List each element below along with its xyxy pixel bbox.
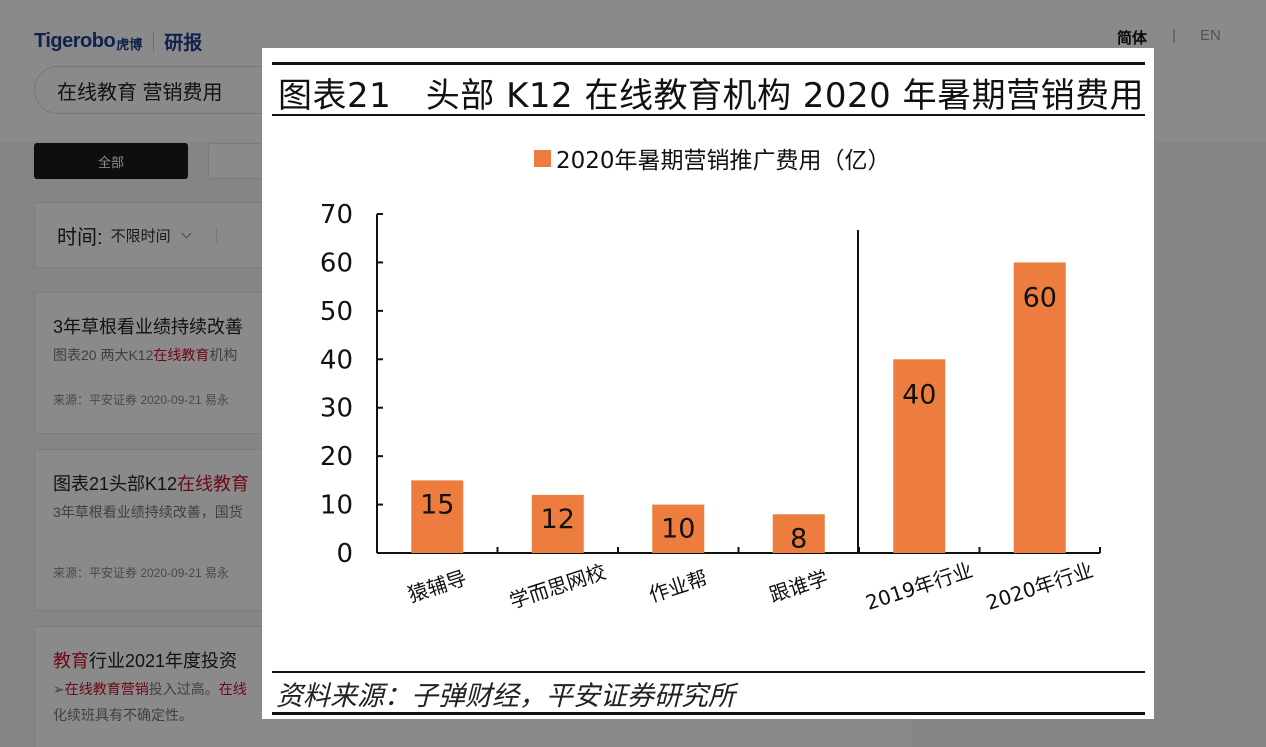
x-category-label: 跟谁学 <box>766 566 830 607</box>
y-tick-label: 40 <box>320 345 353 375</box>
figure-title-rule <box>272 114 1145 116</box>
result-title[interactable]: 3年草根看业绩持续改善 <box>53 317 244 337</box>
legend-label: 2020年暑期营销推广费用（亿） <box>556 148 891 174</box>
bullet-icon: ➢ <box>53 681 65 697</box>
lang-simplified-chinese[interactable]: 简体 <box>1117 30 1148 47</box>
x-category-label: 2020年行业 <box>983 558 1096 615</box>
data-label: 8 <box>790 523 807 554</box>
search-input[interactable] <box>57 78 311 102</box>
logo-text: Tigerobo <box>34 30 116 52</box>
lang-english[interactable]: EN <box>1200 27 1221 44</box>
figure-top-rule <box>272 62 1145 65</box>
data-label: 15 <box>420 489 454 520</box>
lang-divider: | <box>1172 27 1176 44</box>
bar <box>411 480 464 553</box>
bar <box>531 494 584 553</box>
filter-divider <box>215 227 217 243</box>
data-label: 60 <box>1023 282 1057 313</box>
snippet-highlight: 在线教育 <box>153 347 210 363</box>
y-tick-label: 30 <box>320 394 353 424</box>
result-snippet-line2: 化续班具有不确定性。 <box>53 707 193 723</box>
y-tick-label: 0 <box>336 539 353 569</box>
y-tick-label: 10 <box>320 491 353 521</box>
bar-chart: 2020年暑期营销推广费用（亿） 0 10 20 30 40 50 60 70 15 猿辅导 12 学而… <box>320 148 1101 615</box>
result-snippet: 3年草根看业绩持续改善，国货 <box>53 504 243 520</box>
snippet-text: 图表20 两大K12 <box>53 347 154 363</box>
logo-cn: 虎博 <box>116 36 143 52</box>
figure-source-rule <box>272 671 1145 673</box>
time-filter-label: 时间: <box>57 226 103 249</box>
x-category-label: 学而思网校 <box>506 559 609 613</box>
tab-all[interactable]: 全部 <box>34 143 188 179</box>
title-text: 图表21头部K12 <box>53 474 178 494</box>
y-tick-label: 70 <box>320 200 353 230</box>
section-title: 研报 <box>164 33 203 54</box>
result-title[interactable]: 图表21头部K12在线教育 <box>53 470 895 496</box>
bar <box>893 359 946 553</box>
data-label: 40 <box>902 379 936 410</box>
result-snippet: ➢在线教育营销投入过高。在线 <box>53 679 895 699</box>
snippet-text: 投入过高。 <box>148 681 219 697</box>
result-meta: 来源：平安证券 2020-09-21 易永 <box>53 566 230 580</box>
result-snippet: 图表20 两大K12在线教育机构 <box>53 345 895 365</box>
snippet-highlight: 在线 <box>218 681 247 697</box>
bar <box>1013 262 1066 553</box>
x-category-label: 作业帮 <box>646 566 710 607</box>
logo-divider <box>153 31 155 52</box>
data-label: 10 <box>661 514 695 545</box>
bar <box>772 514 825 553</box>
x-category-label: 猿辅导 <box>405 566 469 607</box>
x-category-label: 2019年行业 <box>863 558 976 615</box>
y-tick-label: 60 <box>320 248 353 278</box>
site-logo[interactable]: Tigerobo 虎博 研报 <box>34 28 202 55</box>
title-highlight: 教育 <box>53 651 89 671</box>
title-highlight: 在线教育 <box>177 474 250 494</box>
y-tick-label: 50 <box>320 297 353 327</box>
result-meta: 来源：平安证券 2020-09-21 易永 <box>53 393 230 407</box>
title-text: 行业2021年度投资 <box>89 651 238 671</box>
legend-swatch <box>534 150 551 167</box>
chart-figure: 图表21 头部 K12 在线教育机构 2020 年暑期营销费用 2020年暑期营… <box>262 48 1154 719</box>
snippet-text: 机构 <box>209 347 238 363</box>
figure-title: 图表21 头部 K12 在线教育机构 2020 年暑期营销费用 <box>278 76 1145 116</box>
bar <box>652 504 705 553</box>
data-label: 12 <box>541 504 575 535</box>
snippet-highlight: 在线教育营销 <box>64 681 149 697</box>
y-tick-label: 20 <box>320 442 353 472</box>
time-filter-dropdown[interactable]: 不限时间 <box>110 227 171 245</box>
figure-bottom-rule <box>272 712 1145 715</box>
figure-source: 资料来源：子弹财经，平安证券研究所 <box>276 681 735 712</box>
result-title[interactable]: 教育行业2021年度投资 <box>53 647 895 673</box>
